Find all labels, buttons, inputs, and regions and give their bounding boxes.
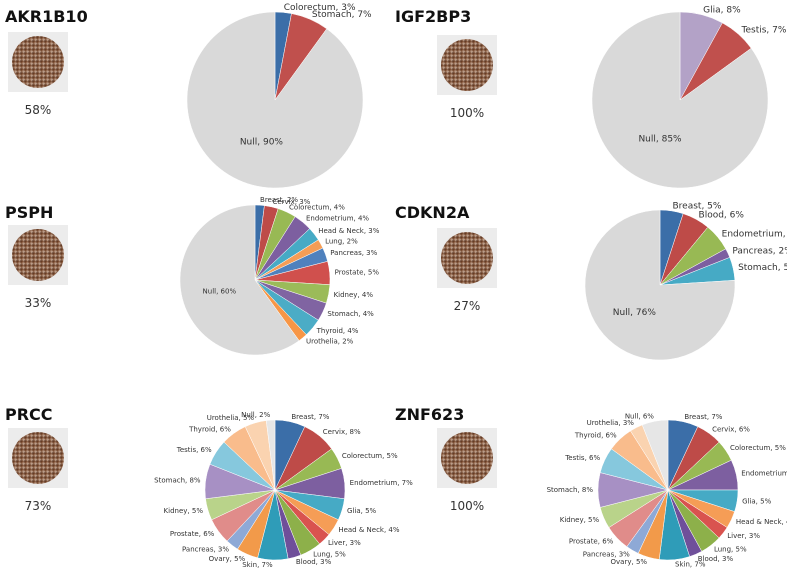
slice-label: Liver, 3% bbox=[328, 539, 361, 547]
slice-label: Breast, 7% bbox=[684, 413, 722, 421]
slice-label: Stomach, 7% bbox=[312, 10, 372, 20]
panel: CDKN2A 27% Breast, 5%Blood, 6% Endometrium,… bbox=[395, 201, 787, 361]
slice-label: Blood, 3% bbox=[296, 558, 332, 566]
slice-label: Endometrium, 7% bbox=[350, 479, 413, 487]
pie-slice bbox=[584, 209, 736, 361]
slice-label: Stomach, 4% bbox=[327, 310, 374, 318]
slice-label: Head & Neck, 4% bbox=[338, 526, 400, 534]
slice-label: Stomach, 5% bbox=[738, 263, 787, 273]
pie-slice bbox=[179, 204, 300, 356]
panel: IGF2BP3 100% Glia, 8% Testis, 7% Null, 85% bbox=[395, 5, 787, 189]
slice-label: Colorectum, 4% bbox=[289, 204, 345, 212]
gene-name: CDKN2A bbox=[395, 203, 470, 222]
slice-label: Kidney, 5% bbox=[164, 507, 204, 515]
slice-label: Ovary, 5% bbox=[611, 558, 648, 566]
slice-label: Lung, 5% bbox=[313, 551, 346, 559]
slice-label: Prostate, 6% bbox=[569, 537, 614, 545]
slice-label: Cervix, 8% bbox=[323, 428, 361, 436]
slice-label: Blood, 6% bbox=[699, 210, 745, 220]
slice-label: Prostate, 5% bbox=[335, 268, 380, 276]
slice-label: Null, 6% bbox=[625, 412, 654, 420]
slice-label: Testis, 6% bbox=[176, 446, 212, 454]
slice-label: Null, 90% bbox=[240, 137, 284, 147]
slice-label: Ovary, 5% bbox=[209, 555, 246, 563]
slice-label: Breast, 7% bbox=[291, 413, 329, 421]
tissue-image bbox=[12, 432, 64, 484]
tissue-image bbox=[12, 229, 64, 281]
slice-label: Lung, 5% bbox=[714, 545, 747, 553]
slice-label: Testis, 6% bbox=[564, 454, 600, 462]
slice-label: Null, 60% bbox=[203, 288, 237, 296]
slice-label: Pancreas, 2% bbox=[732, 246, 787, 256]
score: 33% bbox=[25, 296, 52, 310]
pie-slice bbox=[265, 419, 276, 491]
gene-name: ZNF623 bbox=[395, 405, 464, 424]
slice-label: Skin, 7% bbox=[242, 561, 273, 569]
panel: PRCC 73% Breast, 7% Cervix, 8% Colorectum, 5… bbox=[5, 405, 413, 569]
slice-label: Breast, 5% bbox=[673, 201, 722, 211]
slice-label: Pancreas, 3% bbox=[583, 551, 630, 559]
slice-label: Glia, 5% bbox=[347, 507, 377, 515]
slice-label: Glia, 5% bbox=[742, 498, 772, 506]
slice-label: Cervix, 3% bbox=[272, 198, 310, 206]
slice-label: Urothelia, 5% bbox=[207, 414, 255, 422]
slice-label: Urothelia, 2% bbox=[306, 338, 354, 346]
panel: PSPH 33% Breast, 2%Cervix, 3%Colorectum, 4… bbox=[5, 196, 380, 356]
slice-label: Endometrium, 4% bbox=[306, 214, 369, 222]
slice-label: Cervix, 6% bbox=[712, 425, 750, 433]
slice-label: Kidney, 4% bbox=[334, 291, 374, 299]
slice-label: Lung, 2% bbox=[325, 237, 358, 245]
slice-label: Skin, 7% bbox=[675, 561, 706, 569]
gene-name: AKR1B10 bbox=[5, 7, 88, 26]
slice-label: Null, 2% bbox=[241, 411, 270, 419]
slice-label: Thyroid, 6% bbox=[188, 425, 231, 433]
slice-label: Head & Neck, 3% bbox=[318, 227, 380, 235]
slice-label: Testis, 7% bbox=[741, 26, 787, 36]
slice-label: Stomach, 8% bbox=[547, 486, 594, 494]
slice-label: Colorectum, 5% bbox=[342, 452, 398, 460]
gene-name: PSPH bbox=[5, 203, 53, 222]
tissue-image bbox=[12, 36, 64, 88]
slice-label: Liver, 3% bbox=[727, 532, 760, 540]
gene-name: IGF2BP3 bbox=[395, 7, 471, 26]
slice-label: Glia, 8% bbox=[703, 5, 741, 15]
slice-label: Thyroid, 6% bbox=[574, 431, 617, 439]
slice-label: Null, 76% bbox=[613, 308, 657, 318]
pie-slice bbox=[186, 11, 364, 189]
slice-label: Head & Neck, 4% bbox=[736, 518, 787, 526]
slice-label: Colorectum, 5% bbox=[730, 444, 786, 452]
panel: ZNF623 100% Breast, 7% Cervix, 6% Colorectum… bbox=[395, 405, 787, 569]
slice-label: Prostate, 6% bbox=[170, 530, 215, 538]
tissue-image bbox=[441, 232, 493, 284]
tissue-image bbox=[441, 432, 493, 484]
slice-label: Breast, 2% bbox=[260, 196, 298, 204]
score: 27% bbox=[454, 299, 481, 313]
slice-label: Pancreas, 3% bbox=[330, 249, 377, 257]
slice-label: Urothelia, 3% bbox=[587, 419, 635, 427]
pie-slice bbox=[591, 11, 769, 189]
score: 73% bbox=[25, 499, 52, 513]
slice-label: Thyroid, 4% bbox=[316, 327, 359, 335]
score: 100% bbox=[450, 106, 484, 120]
score: 58% bbox=[25, 103, 52, 117]
slice-label: Endometrium, 7% bbox=[741, 470, 787, 478]
slice-label: Kidney, 5% bbox=[560, 516, 600, 524]
slice-label: Blood, 3% bbox=[698, 555, 734, 563]
slice-label: Colorectum, 3% bbox=[284, 3, 356, 13]
tissue-image bbox=[441, 39, 493, 91]
panel: AKR1B10 58% Colorectum, 3%Stomach, 7% Null,… bbox=[5, 3, 372, 189]
slice-label: Stomach, 8% bbox=[154, 477, 201, 485]
slice-label: Pancreas, 3% bbox=[182, 545, 229, 553]
gene-name: PRCC bbox=[5, 405, 53, 424]
slice-label: Null, 85% bbox=[638, 135, 682, 145]
pie-slice bbox=[641, 419, 669, 491]
score: 100% bbox=[450, 499, 484, 513]
slice-label: Endometrium, 6% bbox=[722, 230, 787, 240]
